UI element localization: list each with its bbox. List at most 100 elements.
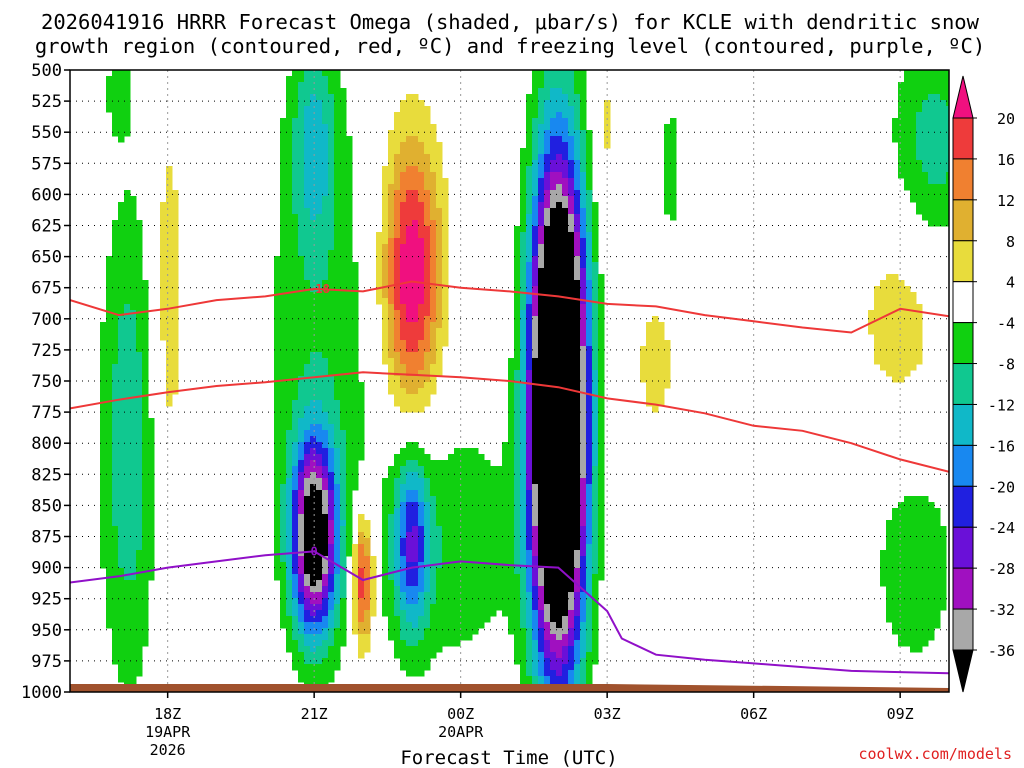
omega-cell xyxy=(358,580,365,587)
omega-cell xyxy=(418,250,425,257)
omega-cell xyxy=(328,292,335,299)
omega-cell xyxy=(124,484,131,491)
omega-cell xyxy=(370,568,377,575)
omega-cell xyxy=(550,538,557,545)
omega-cell xyxy=(334,436,341,443)
omega-cell xyxy=(562,676,569,683)
omega-cell xyxy=(142,466,149,473)
omega-cell xyxy=(508,358,515,365)
omega-cell xyxy=(436,622,443,629)
omega-cell xyxy=(130,400,137,407)
omega-cell xyxy=(514,352,521,359)
omega-cell xyxy=(544,574,551,581)
omega-cell xyxy=(106,94,113,101)
omega-cell xyxy=(538,622,545,629)
omega-cell xyxy=(556,646,563,653)
omega-cell xyxy=(454,556,461,563)
omega-cell xyxy=(568,304,575,311)
omega-cell xyxy=(502,460,509,467)
omega-cell xyxy=(436,520,443,527)
omega-cell xyxy=(430,136,437,143)
omega-cell xyxy=(310,502,317,509)
omega-cell xyxy=(472,454,479,461)
omega-cell xyxy=(112,274,119,281)
omega-cell xyxy=(538,340,545,347)
omega-cell xyxy=(130,568,137,575)
omega-cell xyxy=(532,574,539,581)
omega-cell xyxy=(586,430,593,437)
omega-cell xyxy=(310,616,317,623)
omega-cell xyxy=(106,340,113,347)
omega-cell xyxy=(124,94,131,101)
omega-cell xyxy=(142,292,149,299)
omega-cell xyxy=(322,76,329,83)
omega-cell xyxy=(442,340,449,347)
omega-cell xyxy=(556,406,563,413)
omega-cell xyxy=(574,286,581,293)
omega-cell xyxy=(310,310,317,317)
omega-cell xyxy=(376,256,383,263)
omega-cell xyxy=(118,274,125,281)
omega-cell xyxy=(112,352,119,359)
omega-cell xyxy=(586,556,593,563)
omega-cell xyxy=(322,178,329,185)
omega-cell xyxy=(544,622,551,629)
omega-cell xyxy=(574,142,581,149)
omega-cell xyxy=(166,286,173,293)
omega-cell xyxy=(526,574,533,581)
omega-cell xyxy=(322,568,329,575)
omega-cell xyxy=(292,466,299,473)
omega-cell xyxy=(544,226,551,233)
omega-cell xyxy=(592,364,599,371)
omega-cell xyxy=(430,334,437,341)
omega-cell xyxy=(550,544,557,551)
omega-cell xyxy=(556,82,563,89)
omega-cell xyxy=(892,520,899,527)
omega-cell xyxy=(274,328,281,335)
omega-cell xyxy=(334,520,341,527)
omega-cell xyxy=(424,172,431,179)
omega-cell xyxy=(352,340,359,347)
omega-cell xyxy=(106,562,113,569)
omega-cell xyxy=(334,472,341,479)
omega-cell xyxy=(562,82,569,89)
omega-cell xyxy=(130,502,137,509)
omega-cell xyxy=(394,124,401,131)
omega-cell xyxy=(556,106,563,113)
omega-cell xyxy=(148,508,155,515)
omega-cell xyxy=(538,640,545,647)
omega-cell xyxy=(478,502,485,509)
omega-cell xyxy=(304,112,311,119)
omega-cell xyxy=(436,370,443,377)
omega-cell xyxy=(136,292,143,299)
omega-cell xyxy=(118,430,125,437)
omega-cell xyxy=(526,442,533,449)
omega-cell xyxy=(292,124,299,131)
omega-cell xyxy=(892,604,899,611)
omega-cell xyxy=(316,106,323,113)
omega-cell xyxy=(340,250,347,257)
omega-cell xyxy=(280,586,287,593)
omega-cell xyxy=(118,346,125,353)
omega-cell xyxy=(124,448,131,455)
omega-cell xyxy=(160,292,167,299)
omega-cell xyxy=(346,256,353,263)
omega-cell xyxy=(394,136,401,143)
omega-cell xyxy=(322,184,329,191)
omega-cell xyxy=(400,460,407,467)
omega-cell xyxy=(898,562,905,569)
omega-cell xyxy=(304,106,311,113)
omega-cell xyxy=(898,142,905,149)
omega-cell xyxy=(484,556,491,563)
omega-cell xyxy=(514,448,521,455)
omega-cell xyxy=(526,316,533,323)
omega-cell xyxy=(112,604,119,611)
omega-cell xyxy=(562,256,569,263)
omega-cell xyxy=(130,628,137,635)
omega-cell xyxy=(382,604,389,611)
omega-cell xyxy=(424,226,431,233)
omega-cell xyxy=(406,598,413,605)
omega-cell xyxy=(112,70,119,77)
omega-cell xyxy=(538,136,545,143)
omega-cell xyxy=(106,502,113,509)
